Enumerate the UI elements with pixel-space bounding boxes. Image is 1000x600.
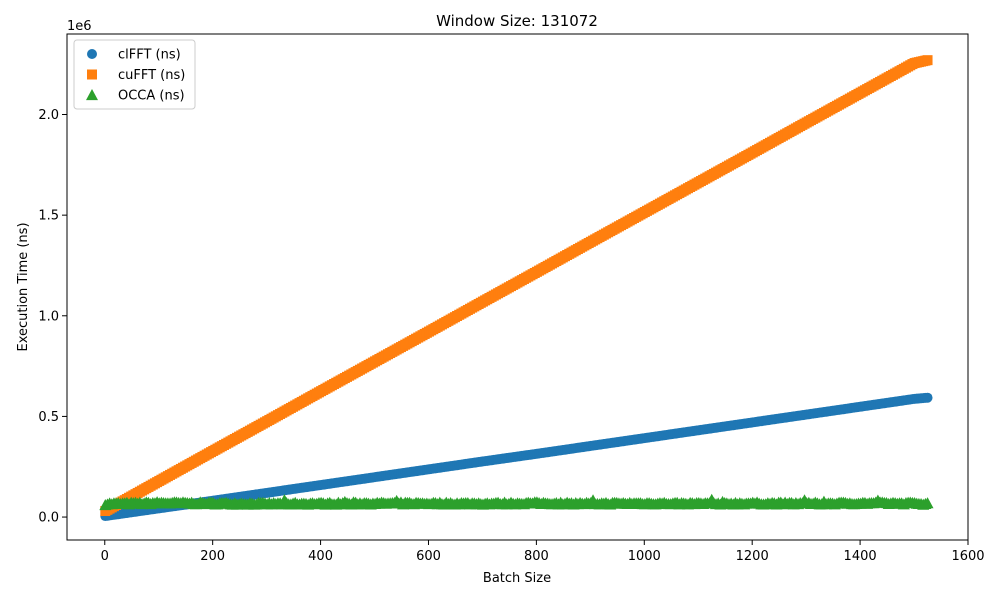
legend-label: clFFT (ns) (118, 48, 181, 63)
y-offset-label: 1e6 (67, 19, 92, 34)
chart-title: Window Size: 131072 (436, 12, 598, 30)
data-point (922, 55, 933, 66)
series-triangle (99, 493, 934, 511)
legend-marker (87, 69, 97, 80)
y-axis-ticks: 0.0 0.5 1.0 1.5 2.0 (38, 108, 67, 526)
x-tick-label: 600 (416, 549, 441, 564)
plot-frame (66, 33, 969, 541)
x-tick-label: 1600 (951, 549, 984, 564)
legend-label: OCCA (ns) (118, 89, 185, 104)
y-axis-label: Execution Time (ns) (16, 222, 31, 351)
legend: clFFT (ns) cuFFT (ns) OCCA (ns) (73, 39, 196, 110)
x-tick-label: 1000 (628, 549, 661, 564)
plot-area (99, 55, 934, 522)
x-tick-label: 1400 (844, 549, 877, 564)
series-circle (100, 392, 933, 522)
x-axis-label: Batch Size (483, 571, 551, 586)
x-tick-label: 400 (308, 549, 333, 564)
y-tick-label: 0.5 (38, 410, 59, 425)
series-square (100, 55, 933, 517)
legend-item: cuFFT (ns) (87, 68, 185, 83)
legend-marker (87, 49, 97, 59)
y-tick-label: 1.0 (38, 309, 59, 324)
y-tick-label: 2.0 (38, 108, 59, 123)
legend-marker (86, 89, 98, 101)
legend-item: clFFT (ns) (87, 48, 181, 63)
x-tick-label: 0 (101, 549, 109, 564)
legend-box (73, 39, 196, 110)
x-axis-ticks: 0 200 400 600 800 1000 1200 1400 1600 (101, 540, 985, 564)
y-tick-label: 1.5 (38, 209, 59, 224)
data-point (922, 392, 933, 403)
legend-label: cuFFT (ns) (118, 68, 185, 83)
data-point (921, 497, 934, 509)
x-tick-label: 800 (524, 549, 549, 564)
x-tick-label: 200 (200, 549, 225, 564)
y-tick-label: 0.0 (38, 511, 59, 526)
legend-item: OCCA (ns) (86, 89, 185, 104)
x-tick-label: 1200 (736, 549, 769, 564)
